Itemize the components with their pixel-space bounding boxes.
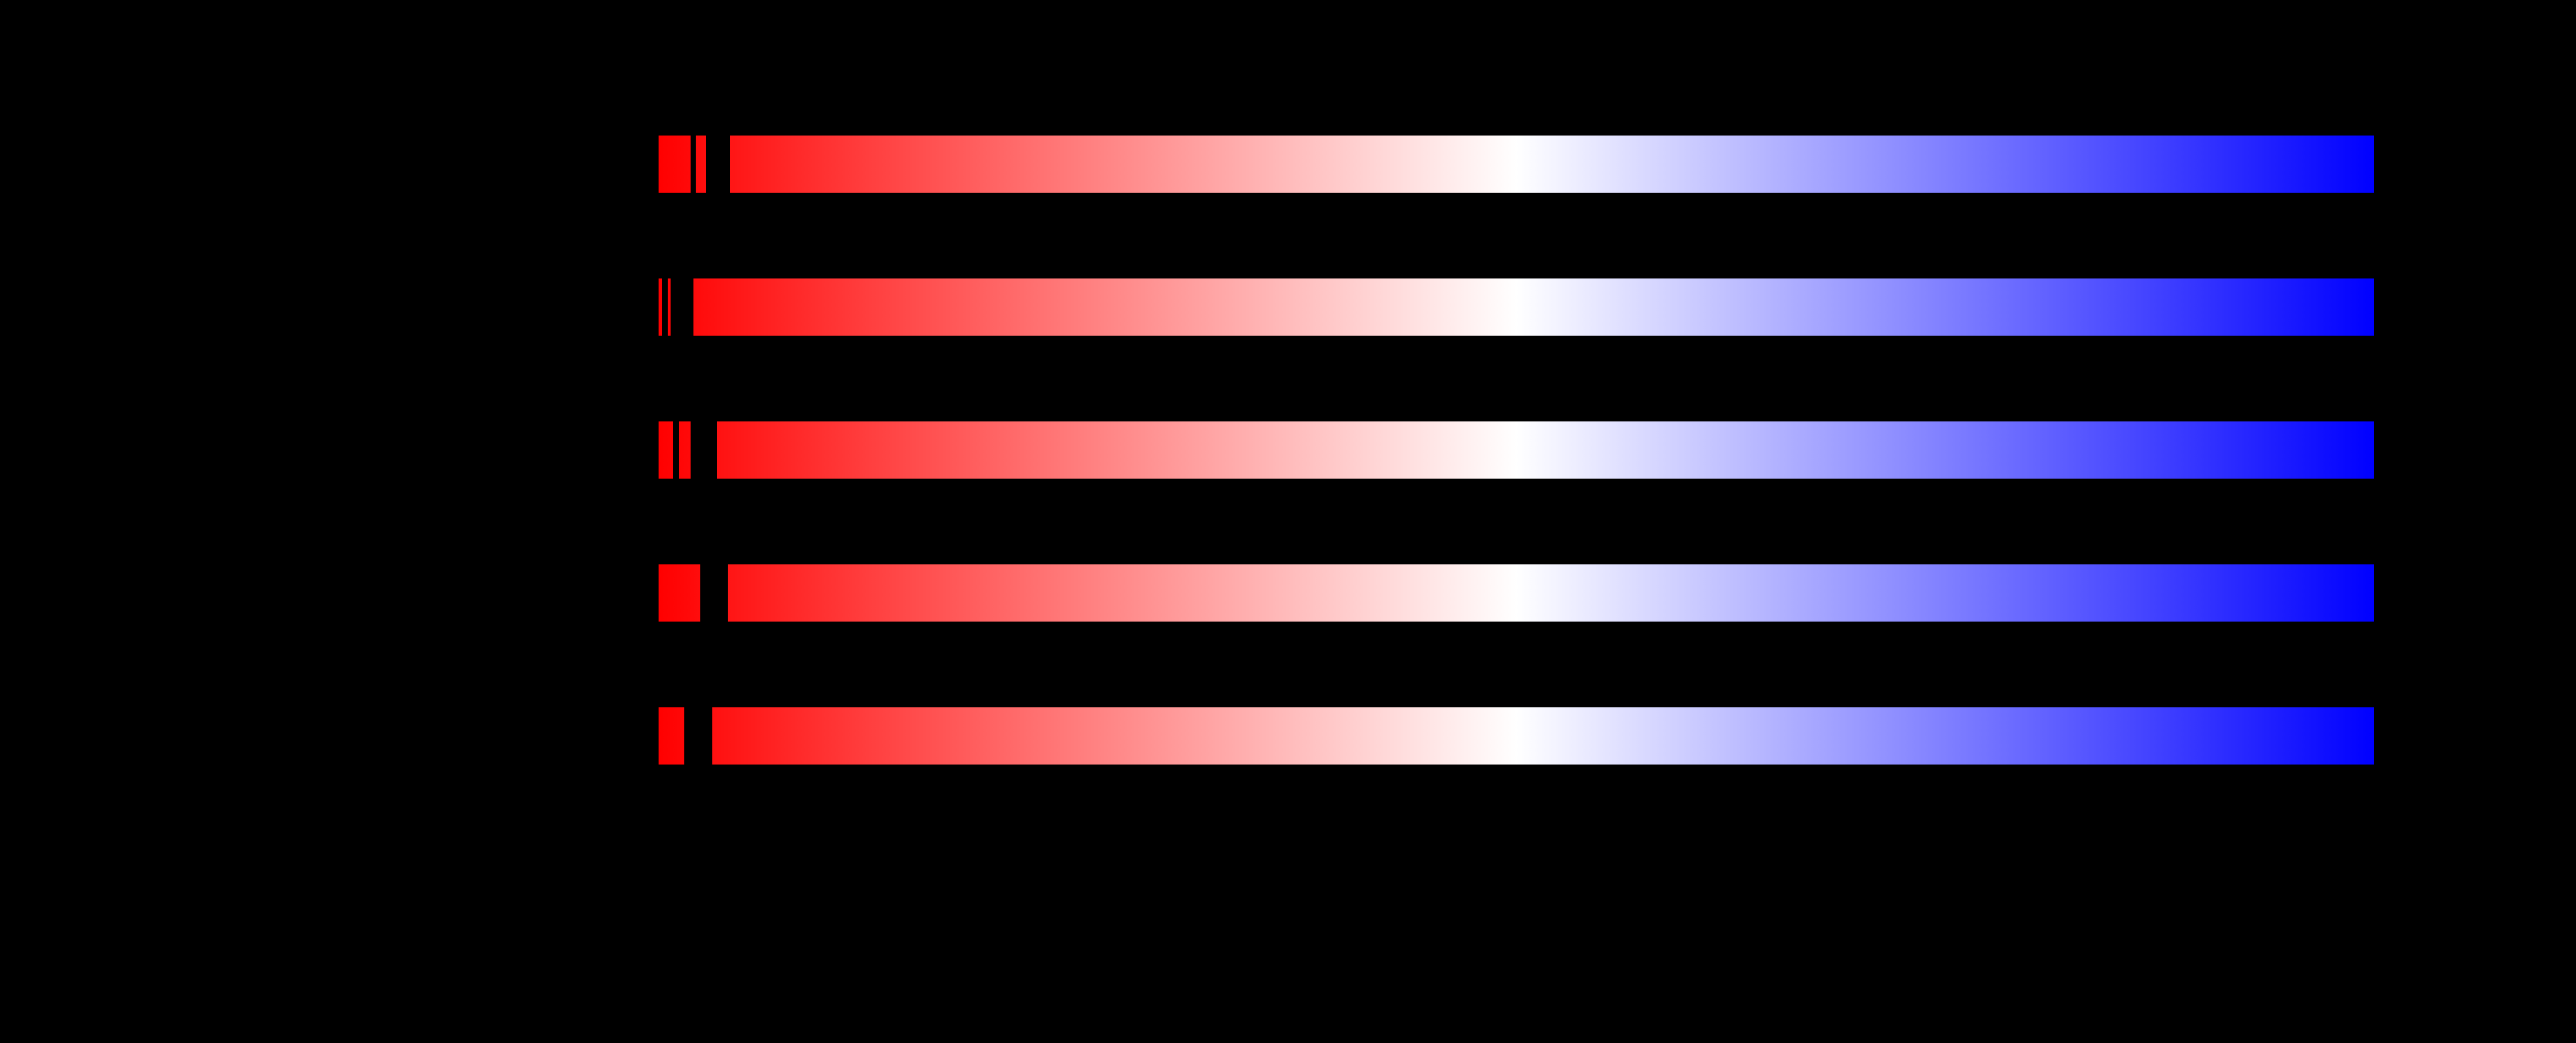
bar-segment — [659, 564, 700, 622]
bar-segment — [728, 564, 2374, 622]
bar-segment — [717, 421, 2374, 479]
gradient-bar-row-3 — [659, 421, 2374, 479]
bar-segment — [659, 136, 691, 193]
bar-segment — [668, 278, 671, 336]
bar-segment — [696, 136, 706, 193]
bar-segment — [679, 421, 691, 479]
bar-segment — [693, 278, 2374, 336]
bar-segment — [712, 707, 2374, 765]
gradient-bar-row-2 — [659, 278, 2374, 336]
bar-segment — [659, 421, 673, 479]
bar-segment — [659, 278, 662, 336]
gradient-bar-row-4 — [659, 564, 2374, 622]
gradient-bar-row-5 — [659, 707, 2374, 765]
bar-segment — [730, 136, 2374, 193]
bar-segment — [659, 707, 684, 765]
gradient-bar-row-1 — [659, 136, 2374, 193]
